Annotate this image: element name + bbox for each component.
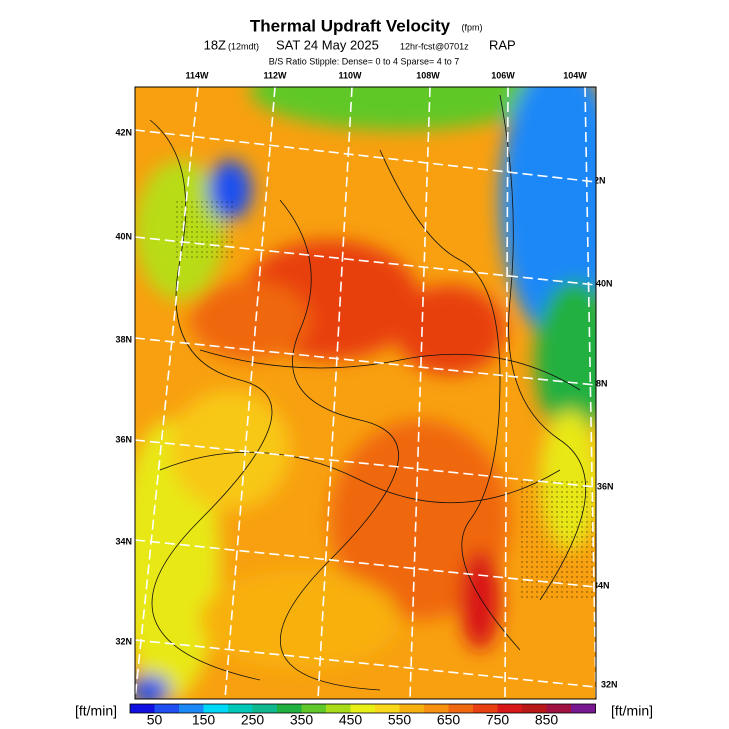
latitude-label: 34N: [115, 536, 132, 546]
colorbar-swatch: [497, 704, 523, 713]
colorbar-swatch: [399, 704, 425, 713]
latitude-label: 42N: [115, 127, 132, 137]
colorbar-swatch: [448, 704, 474, 713]
title: Thermal Updraft Velocity: [250, 16, 451, 35]
map-frame: [134, 86, 597, 700]
colorbar-label: 750: [486, 712, 510, 728]
colorbar-swatch: [375, 704, 400, 713]
latitude-label: 34N: [593, 580, 610, 590]
colorbar-unit-right: [ft/min]: [611, 703, 653, 719]
colorbar-label: 650: [437, 712, 461, 728]
colorbar-swatch: [424, 704, 449, 713]
stipple-note: B/S Ratio Stipple: Dense= 0 to 4 Sparse=…: [269, 56, 460, 66]
longitude-label: 108W: [416, 70, 440, 80]
title-unit: (fpm): [462, 22, 483, 32]
colorbar: 50 150 250 350 450 550 650 750 850: [129, 703, 596, 728]
colorbar-label: 350: [290, 712, 314, 728]
colorbar-swatch: [546, 704, 572, 713]
colorbar-swatch: [350, 704, 376, 713]
colorbar-swatch: [473, 704, 498, 713]
longitude-label: 110W: [338, 70, 362, 80]
colorbar-swatch: [522, 704, 547, 713]
latitude-label: 32N: [115, 636, 132, 646]
colorbar-swatch: [154, 704, 180, 713]
colorbar-swatch: [252, 704, 278, 713]
latitude-label: 36N: [115, 434, 132, 444]
colorbar-swatch: [130, 704, 155, 713]
graticule-labels: 114W 112W 110W 108W 106W 104W 42N 40N 38N 36N 34N 3…: [115, 70, 617, 689]
colorbar-unit-left: [ft/min]: [75, 703, 117, 719]
colorbar-label: 150: [192, 712, 216, 728]
colorbar-swatch: [326, 704, 351, 713]
colorbar-swatch: [203, 704, 229, 713]
longitude-label: 106W: [491, 70, 515, 80]
latitude-label: 36N: [597, 481, 614, 491]
colorbar-swatch: [571, 704, 596, 713]
latitude-label: 32N: [601, 679, 618, 689]
latitude-label: 42N: [589, 175, 606, 185]
longitude-label: 112W: [263, 70, 287, 80]
colorbar-label: 450: [339, 712, 363, 728]
latitude-label: 40N: [596, 278, 613, 288]
latitude-label: 38N: [115, 334, 132, 344]
model: RAP: [489, 37, 516, 52]
colorbar-swatch: [179, 704, 204, 713]
map: [135, 87, 596, 699]
colorbar-label: 550: [388, 712, 412, 728]
colorbar-swatch: [228, 704, 253, 713]
colorbar-swatch: [277, 704, 302, 713]
colorbar-frame: [129, 703, 596, 714]
latitude-label: 38N: [591, 378, 608, 388]
run-note: (12mdt): [228, 41, 259, 51]
run: 18Z: [204, 37, 226, 52]
colorbar-label: 850: [535, 712, 559, 728]
forecast: 12hr-fcst@0701z: [400, 41, 469, 51]
colorbar-swatch: [301, 704, 327, 713]
date: SAT 24 May 2025: [276, 37, 379, 52]
longitude-label: 114W: [185, 70, 209, 80]
colorbar-label: 50: [147, 712, 163, 728]
colorbar-label: 250: [241, 712, 265, 728]
longitude-label: 104W: [563, 70, 587, 80]
latitude-label: 40N: [115, 231, 132, 241]
